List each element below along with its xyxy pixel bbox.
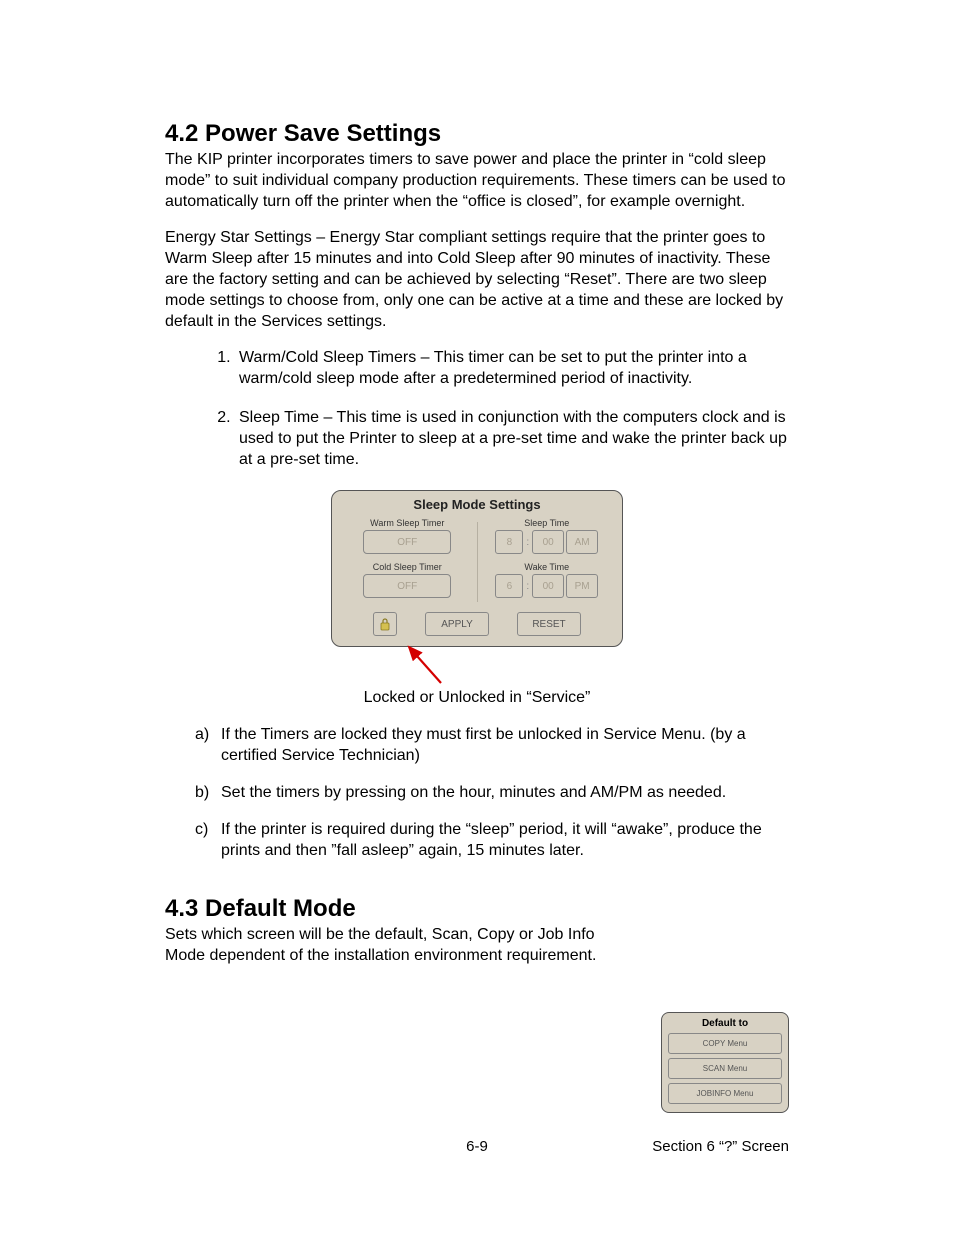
warm-sleep-label: Warm Sleep Timer (342, 518, 473, 528)
warm-sleep-value[interactable]: OFF (363, 530, 451, 554)
cold-sleep-value[interactable]: OFF (363, 574, 451, 598)
item-a: If the Timers are locked they must first… (221, 725, 789, 767)
sleep-minute[interactable]: 00 (532, 530, 564, 554)
sleep-time-row: 8 : 00 AM (495, 530, 598, 554)
document-page: 4.2 Power Save Settings The KIP printer … (0, 0, 954, 1235)
cold-sleep-label: Cold Sleep Timer (342, 562, 473, 572)
wake-time-row: 6 : 00 PM (495, 574, 598, 598)
marker-b: b) (195, 783, 221, 804)
para-4-3: Sets which screen will be the default, S… (165, 925, 625, 967)
marker-a: a) (195, 725, 221, 767)
default-to-panel: Default to COPY Menu SCAN Menu JOBINFO M… (661, 1012, 789, 1113)
default-panel-title: Default to (668, 1018, 782, 1029)
marker-c: c) (195, 820, 221, 862)
page-number: 6-9 (466, 1138, 488, 1155)
wake-hour[interactable]: 6 (495, 574, 523, 598)
para-4-2-2: Energy Star Settings – Energy Star compl… (165, 228, 789, 332)
arrow-annotation (331, 647, 623, 687)
section-label: Section 6 “?” Screen (652, 1138, 789, 1155)
jobinfo-menu-button[interactable]: JOBINFO Menu (668, 1083, 782, 1104)
panel-divider (477, 522, 478, 602)
sleep-times-column: Sleep Time 8 : 00 AM Wake Time 6 : 00 PM (482, 518, 613, 606)
reset-button[interactable]: RESET (517, 612, 581, 636)
heading-4-2: 4.2 Power Save Settings (165, 120, 789, 148)
sleep-panel-wrap: Sleep Mode Settings Warm Sleep Timer OFF… (165, 490, 789, 687)
lettered-list: a)If the Timers are locked they must fir… (165, 725, 789, 861)
list-item-1: Warm/Cold Sleep Timers – This timer can … (235, 348, 789, 390)
wake-ampm[interactable]: PM (566, 574, 598, 598)
apply-button[interactable]: APPLY (425, 612, 489, 636)
para-4-2-1: The KIP printer incorporates timers to s… (165, 150, 789, 212)
colon-icon: : (525, 574, 530, 598)
scan-menu-button[interactable]: SCAN Menu (668, 1058, 782, 1079)
sleep-time-label: Sleep Time (482, 518, 613, 528)
lock-button[interactable] (373, 612, 397, 636)
item-c: If the printer is required during the “s… (221, 820, 789, 862)
sleep-panel-title: Sleep Mode Settings (342, 497, 612, 512)
panel-button-row: APPLY RESET (342, 612, 612, 636)
heading-4-3: 4.3 Default Mode (165, 895, 789, 923)
lock-caption: Locked or Unlocked in “Service” (165, 689, 789, 707)
numbered-list: Warm/Cold Sleep Timers – This timer can … (165, 348, 789, 470)
list-item-2: Sleep Time – This time is used in conjun… (235, 408, 789, 470)
wake-time-label: Wake Time (482, 562, 613, 572)
sleep-timers-column: Warm Sleep Timer OFF Cold Sleep Timer OF… (342, 518, 473, 606)
page-footer: 6-9 Section 6 “?” Screen (165, 1138, 789, 1155)
item-b: Set the timers by pressing on the hour, … (221, 783, 726, 804)
sleep-ampm[interactable]: AM (566, 530, 598, 554)
colon-icon: : (525, 530, 530, 554)
sleep-mode-settings-panel: Sleep Mode Settings Warm Sleep Timer OFF… (331, 490, 623, 647)
wake-minute[interactable]: 00 (532, 574, 564, 598)
copy-menu-button[interactable]: COPY Menu (668, 1033, 782, 1054)
sleep-hour[interactable]: 8 (495, 530, 523, 554)
lock-icon (379, 617, 391, 631)
